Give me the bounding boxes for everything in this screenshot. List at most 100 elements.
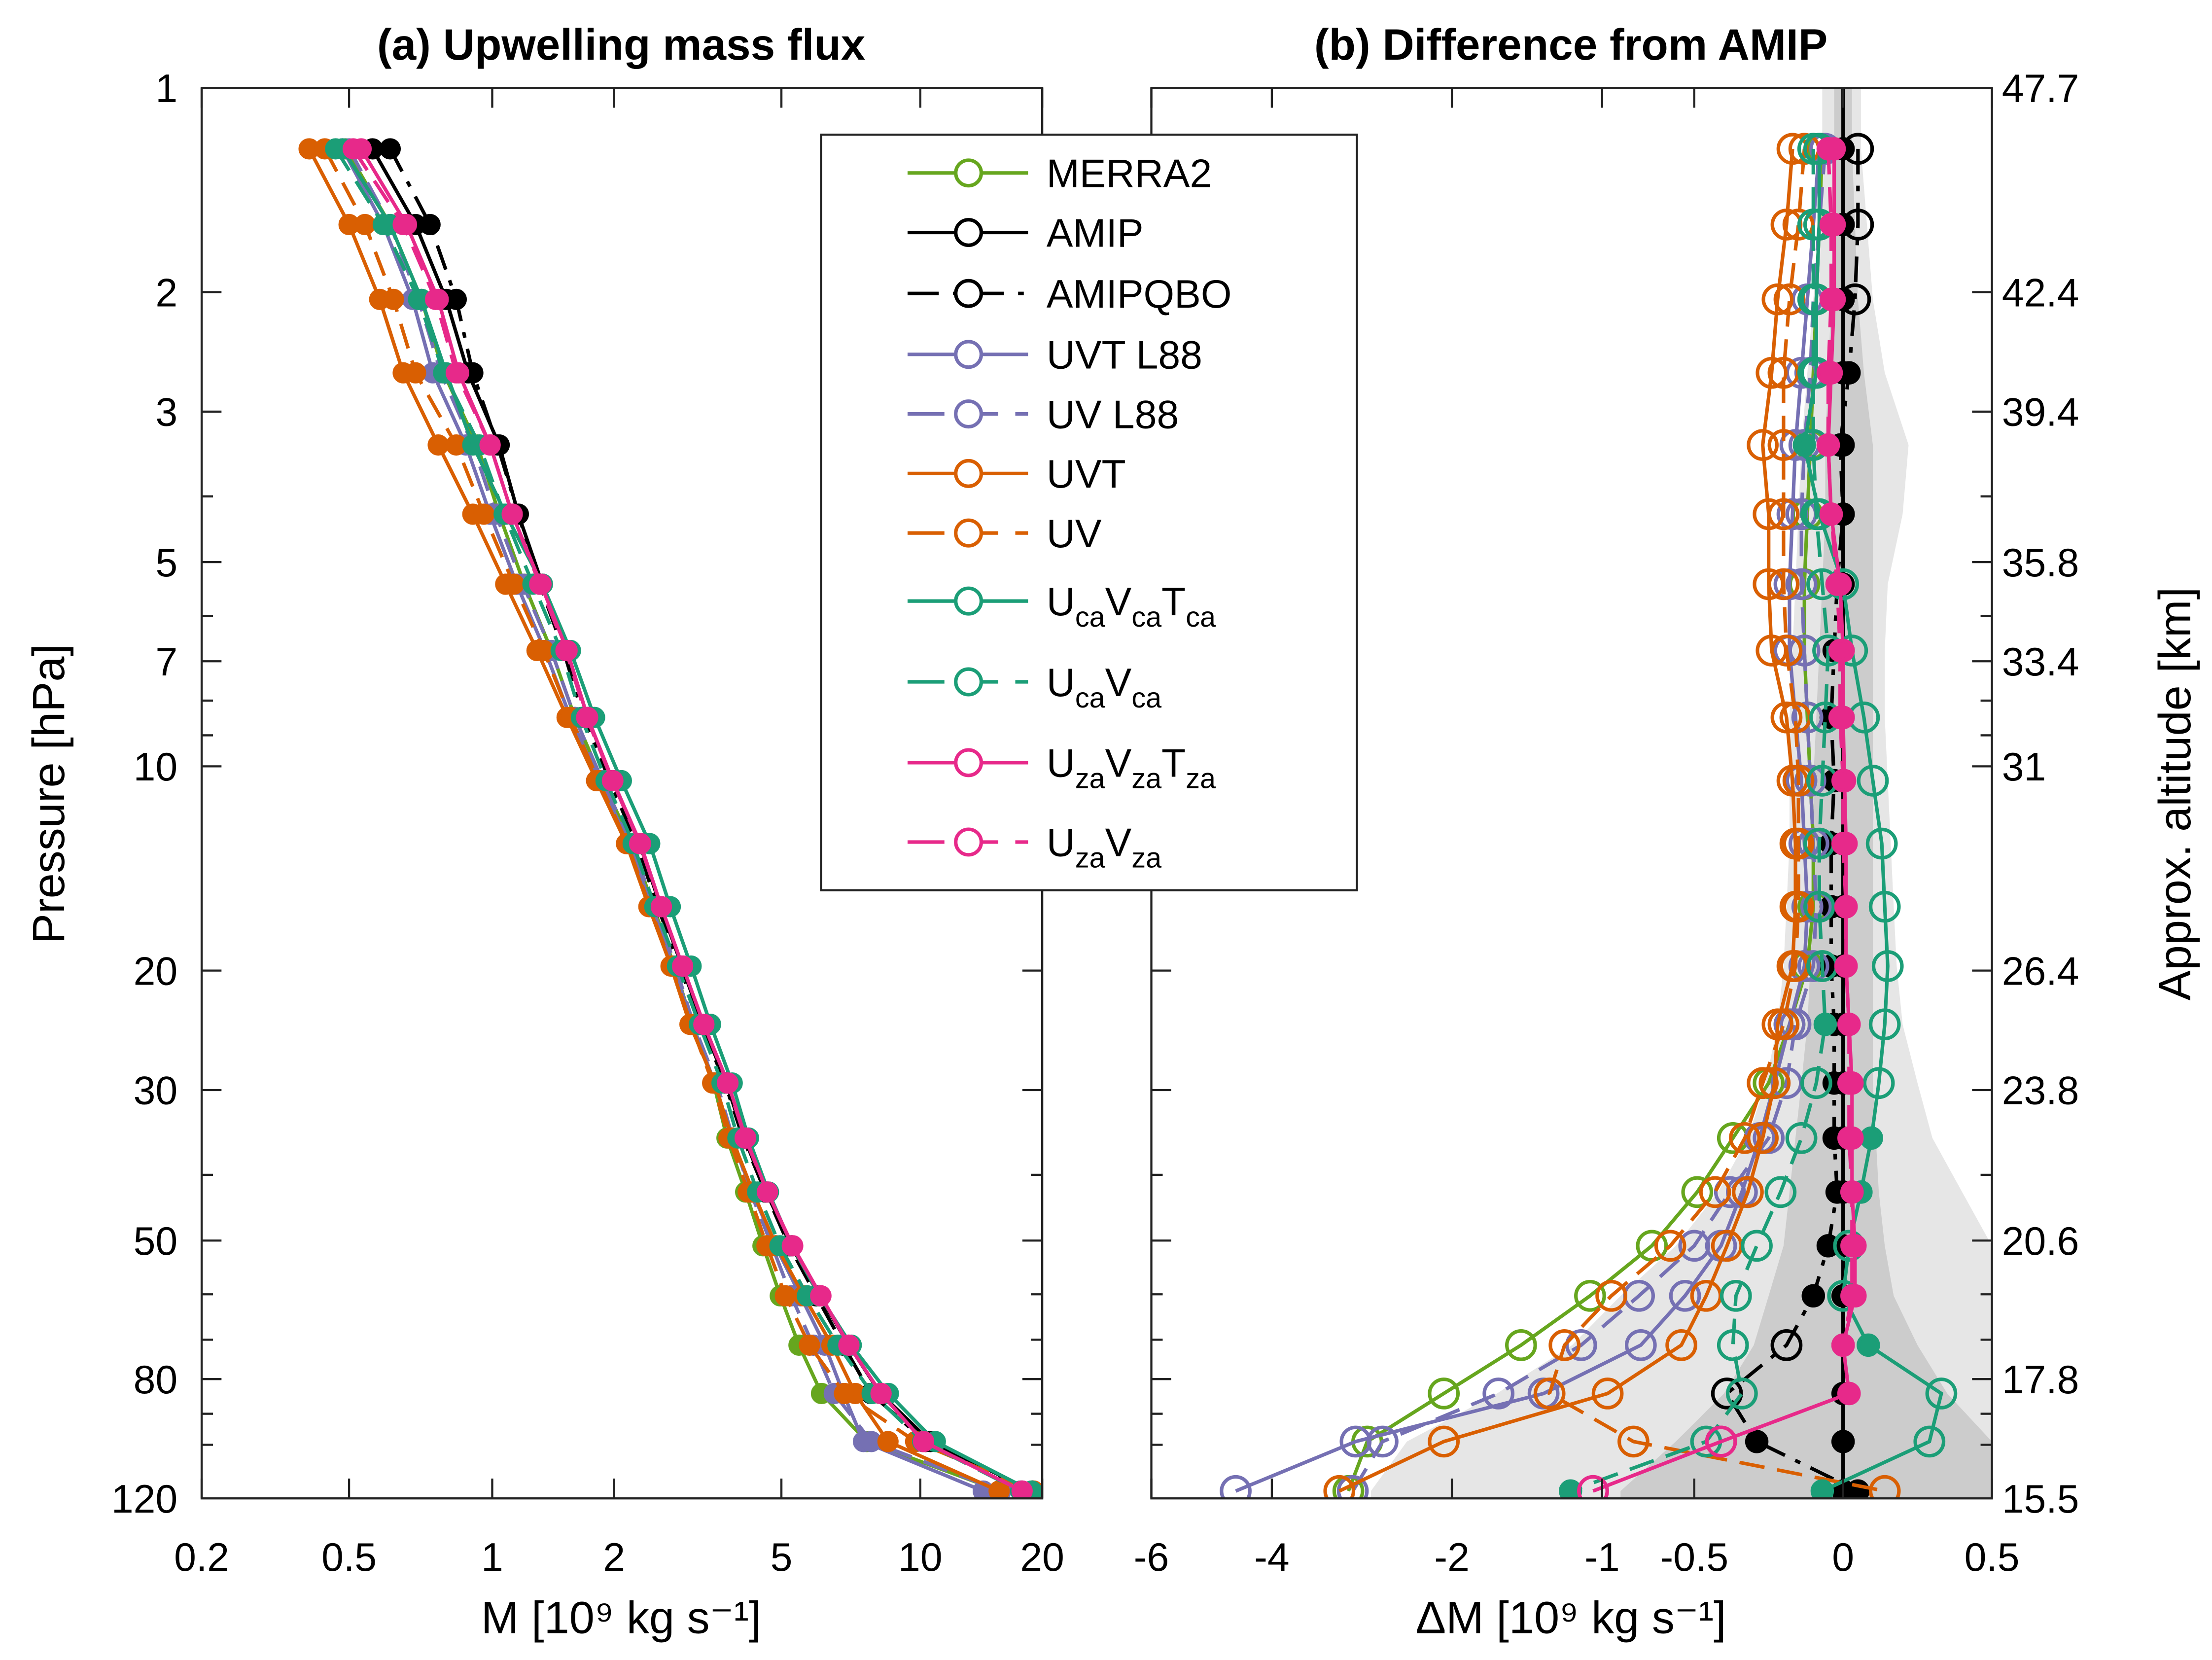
y-tick-label: 5	[155, 541, 177, 585]
point-b-uv	[1868, 1475, 1901, 1499]
point-b-ucavcatca	[1857, 765, 1889, 797]
point-b-uv	[1767, 1008, 1800, 1041]
point-a-amipqbo	[445, 288, 467, 310]
point-b-amipqbo	[1745, 1430, 1769, 1453]
legend-label-text: U	[1047, 661, 1075, 705]
point-b-uzavza	[1705, 1425, 1737, 1458]
point-b-uv-l88	[1367, 1425, 1399, 1458]
legend-label-text: UV	[1047, 512, 1102, 556]
legend-label-text: U	[1047, 821, 1075, 865]
x-tick-label-b: 0	[1832, 1535, 1854, 1580]
y-tick-label: 7	[155, 640, 177, 684]
legend-marker-uzavzatza	[954, 748, 983, 777]
point-b-uv	[1767, 568, 1800, 600]
x-tick-label-b: -1	[1584, 1535, 1620, 1580]
point-b-uvt	[1323, 1475, 1356, 1499]
point-b-uzavza	[1831, 769, 1855, 793]
x-tick-label-a: 5	[771, 1535, 793, 1580]
light-spread-band	[1370, 88, 1992, 1499]
legend-label-subscript: ca	[1131, 682, 1161, 714]
point-b-uv	[1699, 1176, 1731, 1208]
legend-marker-amipqbo	[954, 279, 983, 308]
legend-marker-uv-l88	[954, 399, 983, 429]
y-tick-label: 1	[155, 67, 177, 111]
legend-label-text: V	[1105, 661, 1132, 705]
y-tick-label: 20	[134, 949, 178, 993]
panel-a-ylabel: Pressure [hPa]	[24, 644, 74, 944]
point-b-uvt	[1747, 1122, 1779, 1154]
point-b-uvt-l88	[1791, 890, 1824, 923]
legend-label-subscript: ca	[1075, 682, 1105, 714]
point-a-uzavza	[629, 833, 651, 854]
series-line-b-uvt-l88	[1235, 148, 1821, 1493]
series-line-b-uv-l88	[1351, 148, 1827, 1492]
legend-label-uvt-l88: UVT L88	[1047, 333, 1202, 378]
legend-label-uvt: UVT	[1047, 452, 1126, 496]
point-b-uvt	[1758, 1067, 1791, 1099]
legend-marker-uvt	[954, 459, 983, 488]
panel-a-xlabel: M [10⁹ kg s⁻¹]	[481, 1592, 762, 1643]
point-b-uvt-l88	[1788, 950, 1821, 982]
point-a-uzavza	[501, 503, 523, 525]
point-b-uv	[1729, 1122, 1761, 1154]
point-b-ucavcatca	[1913, 1425, 1946, 1458]
point-b-uv-l88	[1785, 568, 1818, 600]
point-b-amipqbo	[1816, 1234, 1840, 1258]
right-y-tick-label: 39.4	[2002, 390, 2079, 435]
point-a-ucavca	[372, 213, 394, 236]
point-b-ucavcatca	[1862, 1067, 1895, 1099]
point-a-uzavza	[555, 639, 577, 662]
point-a-uzavza	[1011, 1480, 1033, 1499]
point-b-uv	[1782, 890, 1815, 923]
point-b-uv	[1782, 827, 1815, 860]
legend-label-uv-l88: UV L88	[1047, 392, 1179, 437]
point-b-ucavcatca	[1857, 1333, 1880, 1357]
point-b-ucavcatca	[1860, 1126, 1883, 1150]
point-b-uzavza	[1819, 212, 1843, 237]
point-b-uzavza	[1819, 287, 1843, 311]
legend-label-text: UV L88	[1047, 392, 1179, 437]
point-b-uvt	[1428, 1425, 1460, 1458]
point-b-uzavza	[1831, 832, 1855, 855]
legend-label-merra2: MERRA2	[1047, 152, 1212, 196]
point-b-uzavza	[1816, 433, 1840, 457]
point-b-uv-l88	[1797, 950, 1829, 982]
point-b-uv-l88	[1788, 635, 1821, 667]
legend-label-subscript: za	[1075, 763, 1105, 795]
point-a-uvt	[877, 1431, 899, 1452]
point-b-merra2	[1428, 1377, 1460, 1410]
point-a-uzavza	[342, 138, 364, 160]
panel-b-right-ylabel: Approx. altitude [km]	[2150, 587, 2200, 1001]
point-a-uzavza	[576, 706, 597, 728]
series-line-b-uv	[1547, 148, 1885, 1493]
point-b-merra2	[1505, 1329, 1537, 1361]
point-b-uzavza	[1837, 1071, 1861, 1095]
legend-label-text: AMIP	[1047, 211, 1144, 255]
legend-label-uzavza: UzaVza	[1047, 821, 1161, 874]
point-b-uzavza	[1834, 954, 1858, 978]
point-b-ucavcatca	[1871, 950, 1904, 982]
legend-label-ucavca: UcaVca	[1047, 661, 1161, 714]
point-b-uv	[1770, 635, 1803, 667]
y-tick-label: 80	[134, 1358, 178, 1402]
legend-label-text: V	[1105, 742, 1132, 786]
point-b-uvt	[1756, 356, 1788, 389]
legend-marker-ucavca	[954, 667, 983, 697]
point-b-uzavza	[1577, 1475, 1609, 1499]
point-b-uvt	[1732, 1176, 1764, 1208]
point-a-uv	[473, 503, 495, 525]
point-b-uv	[1548, 1329, 1581, 1361]
point-a-uv	[383, 288, 404, 310]
point-b-uzavza	[1816, 137, 1840, 161]
y-tick-label: 3	[155, 390, 177, 435]
point-a-uv	[503, 573, 525, 595]
panel-b-plot	[1220, 133, 1958, 1499]
x-tick-label-a: 20	[1020, 1535, 1064, 1580]
point-b-uzavza	[1837, 1126, 1861, 1150]
series-line-a-amipqbo	[388, 148, 1034, 1493]
right-y-tick-label: 33.4	[2002, 640, 2079, 684]
point-a-uv	[354, 213, 376, 236]
legend-label-subscript: ca	[1186, 601, 1216, 633]
legend-label-text: T	[1161, 580, 1186, 624]
